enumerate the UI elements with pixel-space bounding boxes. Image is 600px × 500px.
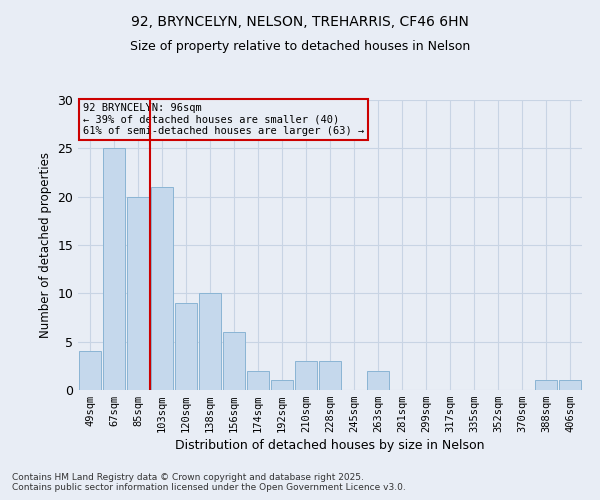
- Bar: [175, 303, 197, 390]
- Bar: [103, 148, 125, 390]
- Text: 92 BRYNCELYN: 96sqm
← 39% of detached houses are smaller (40)
61% of semi-detach: 92 BRYNCELYN: 96sqm ← 39% of detached ho…: [83, 103, 364, 136]
- Text: Contains HM Land Registry data © Crown copyright and database right 2025.
Contai: Contains HM Land Registry data © Crown c…: [12, 473, 406, 492]
- Bar: [127, 196, 149, 390]
- Bar: [199, 294, 221, 390]
- Bar: [247, 370, 269, 390]
- Y-axis label: Number of detached properties: Number of detached properties: [39, 152, 52, 338]
- Bar: [535, 380, 557, 390]
- Bar: [295, 361, 317, 390]
- Bar: [367, 370, 389, 390]
- Bar: [223, 332, 245, 390]
- Text: Size of property relative to detached houses in Nelson: Size of property relative to detached ho…: [130, 40, 470, 53]
- Bar: [79, 352, 101, 390]
- Bar: [559, 380, 581, 390]
- X-axis label: Distribution of detached houses by size in Nelson: Distribution of detached houses by size …: [175, 440, 485, 452]
- Bar: [271, 380, 293, 390]
- Bar: [319, 361, 341, 390]
- Bar: [151, 187, 173, 390]
- Text: 92, BRYNCELYN, NELSON, TREHARRIS, CF46 6HN: 92, BRYNCELYN, NELSON, TREHARRIS, CF46 6…: [131, 15, 469, 29]
